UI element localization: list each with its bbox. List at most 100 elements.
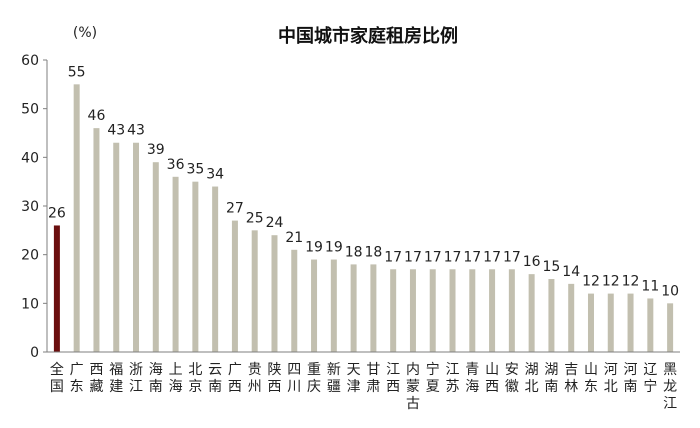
- bar-value-label: 27: [226, 201, 244, 217]
- bar: [350, 264, 357, 352]
- x-category-label: 安徽: [505, 362, 519, 395]
- y-tick-label: 0: [30, 345, 39, 361]
- bar: [528, 274, 535, 352]
- x-category-label: 甘肃: [366, 362, 380, 395]
- bar: [429, 269, 436, 352]
- bar: [449, 269, 456, 352]
- x-category-label: 贵州: [248, 362, 262, 395]
- bar-value-label: 15: [543, 259, 561, 275]
- bar: [370, 264, 377, 352]
- x-category-label: 江西: [386, 362, 400, 395]
- bar: [212, 186, 219, 352]
- bar: [231, 220, 238, 352]
- bar-value-label: 12: [582, 274, 600, 290]
- bar: [469, 269, 476, 352]
- bar: [647, 298, 654, 352]
- bar-value-label: 19: [325, 240, 343, 256]
- x-category-label: 西藏: [89, 362, 103, 395]
- x-category-label: 辽宁: [643, 362, 657, 395]
- x-category-label: 湖北: [525, 362, 539, 395]
- bar: [489, 269, 496, 352]
- x-category-label: 湖南: [544, 362, 558, 395]
- x-category-label: 陕西: [267, 362, 281, 395]
- bar: [192, 181, 199, 352]
- bar-value-label: 19: [305, 240, 323, 256]
- bar-value-label: 16: [523, 254, 541, 270]
- bar-value-label: 18: [364, 244, 382, 260]
- bar: [667, 303, 674, 352]
- bar-value-label: 17: [404, 249, 422, 265]
- x-category-label: 福建: [109, 362, 123, 395]
- x-category-label: 四川: [287, 362, 301, 395]
- bar: [508, 269, 515, 352]
- x-category-label: 海南: [149, 362, 163, 395]
- bar: [390, 269, 397, 352]
- bar: [53, 225, 60, 352]
- x-category-label: 河南: [624, 362, 638, 395]
- bar: [330, 259, 337, 352]
- bar: [627, 293, 634, 352]
- bar-value-label: 26: [48, 205, 66, 221]
- x-axis-category-labels: 全国广东西藏福建浙江海南上海北京云南广西贵州陕西四川重庆新疆天津甘肃江西内蒙古宁…: [50, 361, 677, 412]
- y-tick-label: 30: [21, 199, 39, 215]
- bar-value-label: 24: [266, 215, 284, 231]
- y-tick-label: 50: [21, 102, 39, 118]
- bar-value-label: 46: [88, 108, 106, 124]
- bar-value-label: 10: [661, 283, 679, 299]
- x-category-label: 山西: [485, 362, 499, 395]
- bar-value-label: 11: [641, 278, 659, 294]
- x-category-label: 云南: [208, 362, 222, 395]
- chart-title: 中国城市家庭租房比例: [278, 25, 458, 47]
- bar-value-label: 43: [127, 123, 145, 139]
- bar: [152, 162, 159, 352]
- bar-value-label: 12: [622, 274, 640, 290]
- x-category-label: 山东: [584, 362, 598, 395]
- bar: [291, 249, 298, 352]
- y-tick-label: 40: [21, 150, 39, 166]
- bar: [93, 128, 100, 352]
- bar: [568, 283, 575, 352]
- bar-value-label: 12: [602, 274, 620, 290]
- x-category-label: 内蒙古: [406, 362, 420, 412]
- bar-value-label: 21: [285, 230, 303, 246]
- x-category-label: 新疆: [327, 362, 341, 395]
- bar: [311, 259, 318, 352]
- x-category-label: 重庆: [307, 362, 321, 395]
- bar-value-label: 17: [444, 249, 462, 265]
- bar-value-label: 17: [503, 249, 521, 265]
- y-tick-label: 60: [21, 53, 39, 69]
- bar: [251, 230, 258, 352]
- y-axis: 0 10 20 30 40 50 60: [21, 53, 47, 361]
- bar-value-label: 14: [562, 264, 580, 280]
- y-axis-unit: (%): [73, 25, 97, 41]
- x-category-label: 黑龙江: [663, 362, 677, 412]
- bar-value-label: 39: [147, 142, 165, 158]
- bar: [409, 269, 416, 352]
- bar: [133, 142, 140, 352]
- bar-value-label: 17: [424, 249, 442, 265]
- bar-value-label: 17: [384, 249, 402, 265]
- bar-value-label: 36: [167, 157, 185, 173]
- bar: [172, 176, 179, 352]
- bar-value-label: 55: [68, 64, 86, 80]
- x-category-label: 浙江: [129, 362, 143, 395]
- x-category-label: 上海: [169, 362, 183, 395]
- bar-value-label: 17: [483, 249, 501, 265]
- y-tick-label: 20: [21, 248, 39, 264]
- bar-value-label: 34: [206, 167, 224, 183]
- y-tick-label: 10: [21, 296, 39, 312]
- bar-value-label: 43: [107, 123, 125, 139]
- x-category-label: 江苏: [446, 362, 460, 395]
- bar-value-label: 25: [246, 210, 264, 226]
- bars: [53, 84, 674, 352]
- x-category-label: 广西: [228, 362, 242, 395]
- x-category-label: 吉林: [564, 362, 578, 395]
- bar: [73, 84, 80, 352]
- bar-value-label: 18: [345, 244, 363, 260]
- bar: [607, 293, 614, 352]
- x-category-label: 宁夏: [426, 361, 440, 395]
- x-category-label: 青海: [465, 362, 479, 395]
- bar: [113, 142, 120, 352]
